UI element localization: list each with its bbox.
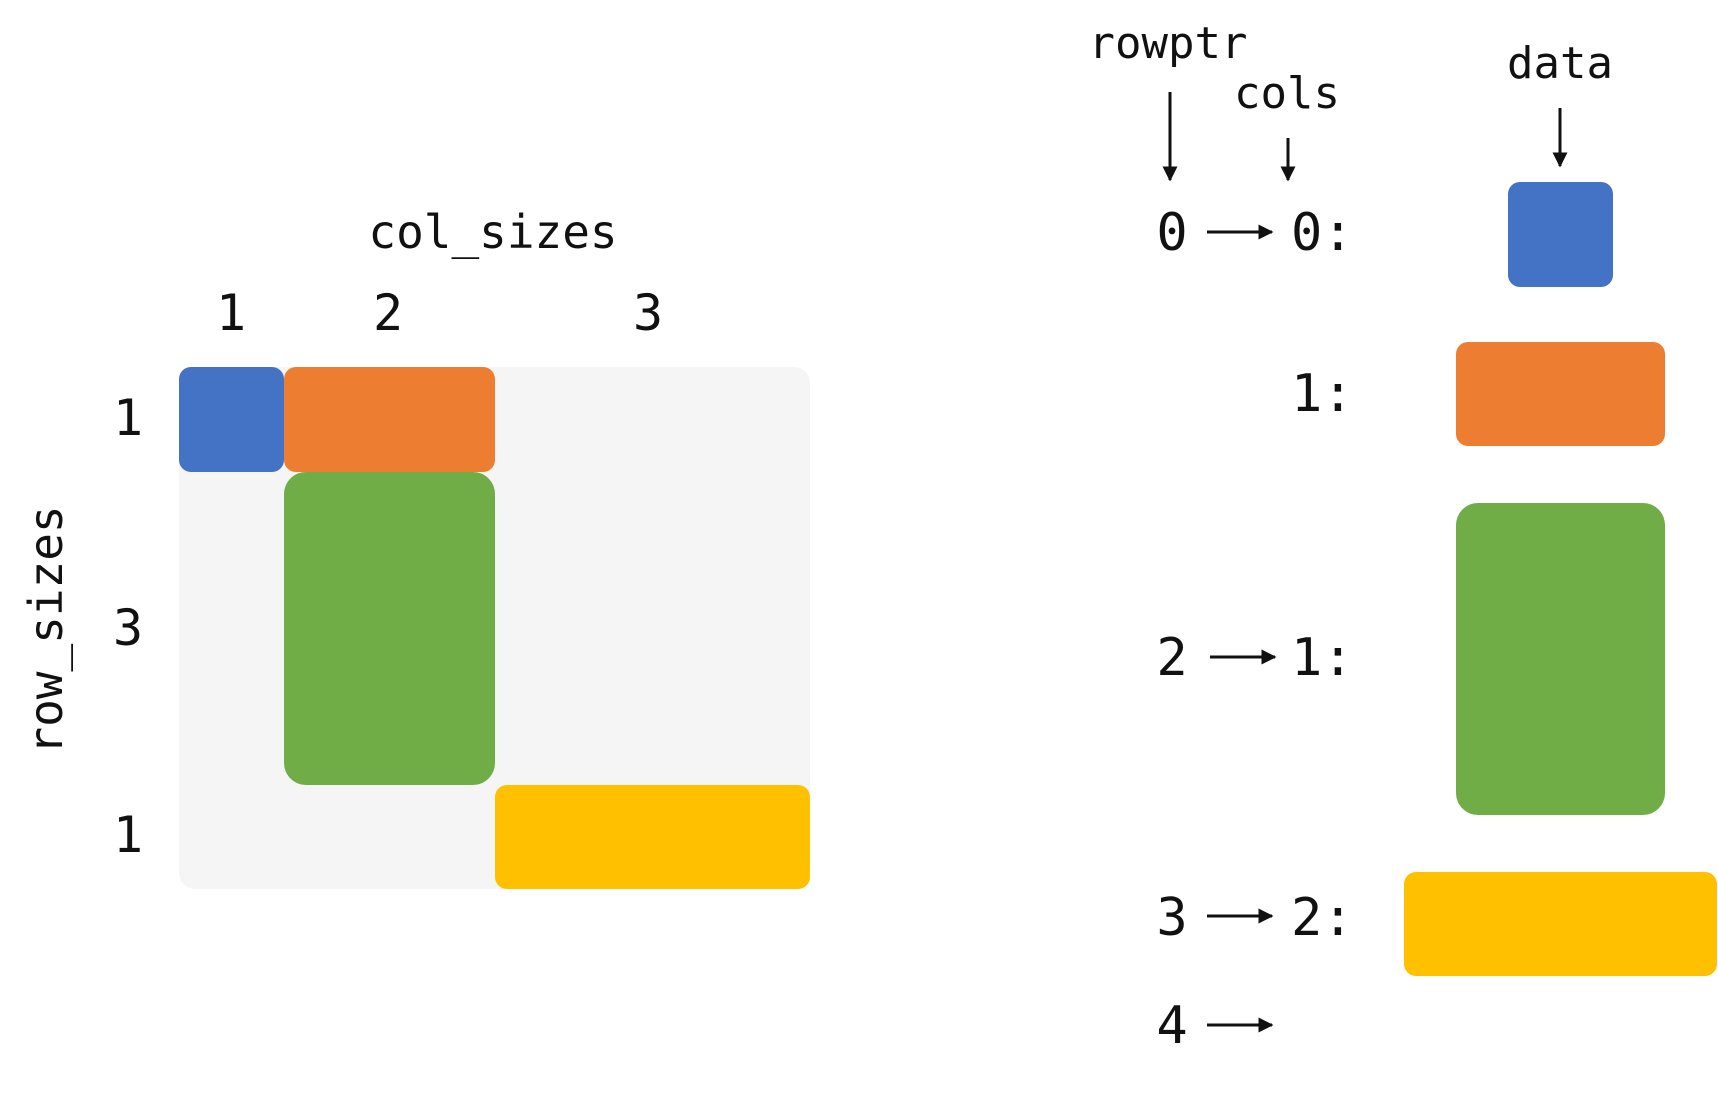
data-block-green xyxy=(1456,503,1665,815)
matrix-block-yellow xyxy=(495,785,810,889)
col-size-1: 1 xyxy=(216,284,246,342)
rowptr-value-0: 0 xyxy=(1156,203,1187,263)
csr-arrays: rowptr cols data 0 2 3 4 0: 1: 1: 2: xyxy=(1089,18,1717,1056)
data-label: data xyxy=(1507,38,1613,89)
rowptr-value-3: 4 xyxy=(1156,996,1187,1056)
row-sizes-label: row_sizes xyxy=(19,505,73,754)
col-sizes-label: col_sizes xyxy=(368,205,617,259)
matrix-block-orange xyxy=(284,367,495,472)
rowptr-value-1: 2 xyxy=(1156,628,1187,688)
row-size-3: 1 xyxy=(113,806,143,864)
row-size-2: 3 xyxy=(113,599,143,657)
data-block-yellow xyxy=(1404,872,1717,976)
rowptr-label: rowptr xyxy=(1089,18,1248,69)
rowptr-value-2: 3 xyxy=(1156,888,1187,948)
cols-value-1: 1: xyxy=(1291,364,1354,424)
matrix-block-blue xyxy=(179,367,284,472)
col-size-2: 2 xyxy=(373,284,403,342)
cols-value-2: 1: xyxy=(1291,628,1354,688)
cols-value-0: 0: xyxy=(1291,203,1354,263)
data-block-blue xyxy=(1508,182,1613,287)
row-size-1: 1 xyxy=(113,389,143,447)
data-block-orange xyxy=(1456,342,1665,446)
block-matrix: col_sizes 1 2 3 row_sizes 1 3 1 xyxy=(19,205,810,889)
cols-label: cols xyxy=(1234,68,1340,119)
matrix-block-green xyxy=(284,472,495,785)
cols-value-3: 2: xyxy=(1291,888,1354,948)
col-size-3: 3 xyxy=(633,284,663,342)
